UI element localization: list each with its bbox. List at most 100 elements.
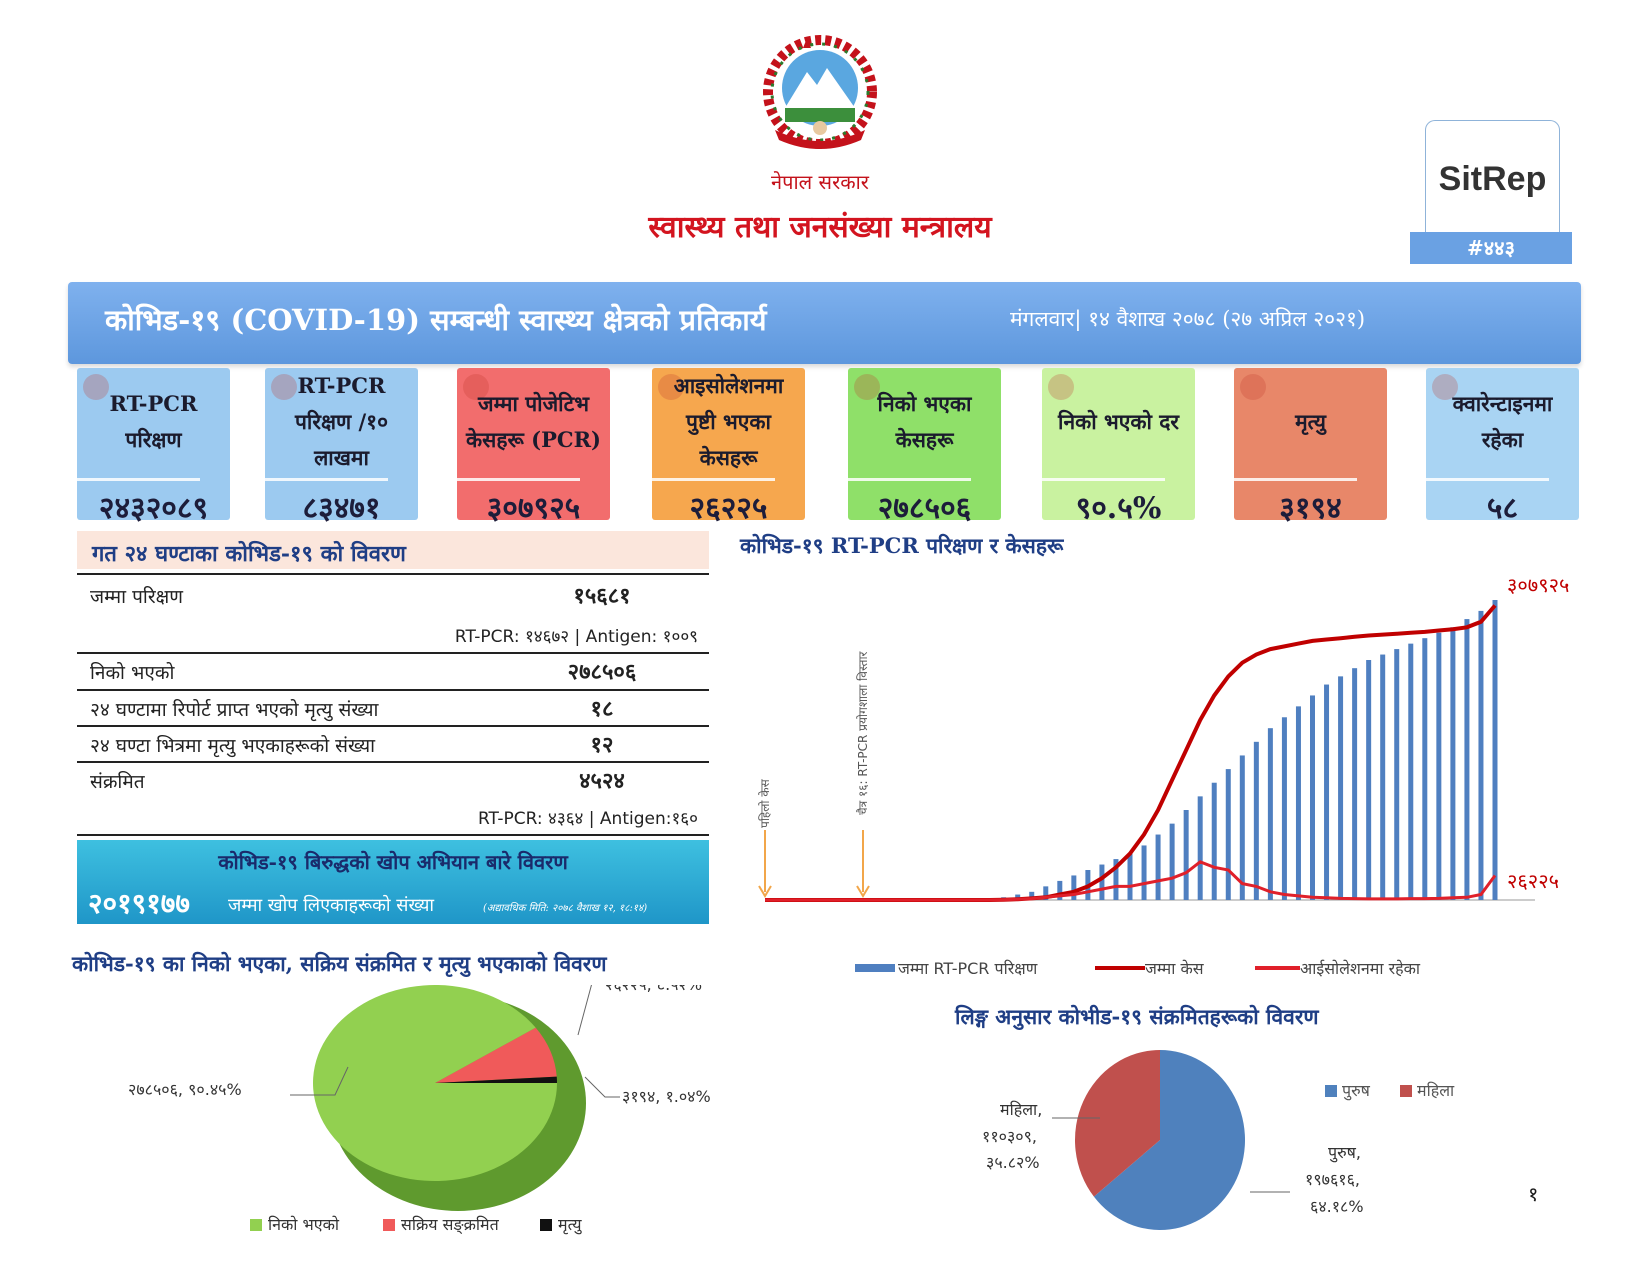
stat-card-label: क्वारेन्टाइनमा रहेका	[1452, 391, 1553, 452]
bar-tests	[1366, 660, 1372, 900]
pie-slice-recovered	[313, 985, 557, 1181]
virus-icon	[1240, 374, 1266, 400]
stat-card-label: आइसोलेशनमा पुष्टी भएका केसहरू	[673, 373, 784, 470]
stat-card-total-positive: जम्मा पोजेटिभ केसहरू (PCR) ३०७९२५	[457, 368, 610, 526]
legend-label-cases: जम्मा केस	[1145, 959, 1205, 978]
gender-label-male-value: १९७६१६,	[1305, 1170, 1360, 1189]
bar-tests	[1464, 619, 1470, 900]
stat-card-isolation: आइसोलेशनमा पुष्टी भएका केसहरू २६२२५	[652, 368, 805, 526]
stat-card-value: ९०.५%	[1075, 491, 1162, 526]
total-tests-label: जम्मा परिक्षण	[90, 586, 183, 608]
bar-tests	[1253, 741, 1259, 900]
gender-label-female-name: महिला,	[1000, 1100, 1042, 1119]
stat-card-value: ३१९४	[1279, 491, 1342, 526]
annotation-lab-expansion: चैत्र १६: RT-PCR प्रयोगशाला विस्तार	[856, 650, 870, 815]
pie-slice-female	[1075, 1050, 1160, 1197]
infected-breakdown: RT-PCR: ४३६४ | Antigen:१६०	[477, 809, 698, 829]
legend-swatch-tests	[855, 964, 895, 972]
bar-tests	[1183, 810, 1189, 900]
legend-swatch-recovered	[250, 1219, 262, 1231]
divider	[77, 573, 709, 575]
legend-label-deaths: मृत्यु	[558, 1215, 582, 1235]
bar-tests	[1324, 684, 1330, 900]
stat-card-label: जम्मा पोजेटिभ केसहरू (PCR)	[466, 391, 601, 452]
vaccine-panel	[77, 840, 709, 924]
stat-card-value: २७८५०६	[877, 491, 972, 526]
leader-line	[584, 1076, 620, 1098]
stat-card-value: २४३२०८९	[98, 491, 209, 526]
legend-swatch-deaths	[540, 1219, 552, 1231]
virus-icon	[83, 374, 109, 400]
virus-icon	[658, 374, 684, 400]
bar-tests	[1225, 769, 1231, 900]
sitrep-title: SitRep	[1438, 160, 1547, 198]
divider	[457, 478, 580, 481]
pie-slice-active	[435, 1027, 557, 1083]
outcome-pie-title: कोभिड-१९ का निको भएका, सक्रिय संक्रमित र…	[72, 951, 607, 976]
stat-card-value: ८३४७१	[302, 491, 381, 526]
bar-tests	[1310, 695, 1315, 900]
bar-tests	[1057, 880, 1063, 900]
bar-tests	[1099, 864, 1105, 900]
divider	[77, 761, 709, 763]
pie-slice-male	[1093, 1050, 1245, 1230]
ministry-name: स्वास्थ्य तथा जनसंख्या मन्त्रालय	[648, 210, 992, 245]
sitrep-number: #४४३	[1410, 232, 1572, 264]
bar-tests	[1338, 676, 1344, 900]
line-isolation	[765, 860, 1497, 902]
last24-title: गत २४ घण्टाका कोभिड-१९ को विवरण	[92, 541, 406, 567]
bar-tests	[1155, 834, 1161, 900]
last24-header	[77, 531, 709, 569]
total-tests-breakdown: RT-PCR: १४६७२ | Antigen: १००९	[454, 627, 698, 647]
bar-tests	[1043, 886, 1049, 900]
recovered-label: निको भएको	[90, 662, 175, 684]
bar-tests	[1352, 668, 1358, 900]
legend-swatch-female	[1400, 1085, 1412, 1097]
stat-card-value: २६२२५	[689, 491, 768, 526]
trend-bars	[1001, 600, 1498, 900]
stat-card-label: निको भएको दर	[1058, 409, 1179, 434]
divider	[1042, 478, 1165, 481]
divider	[1426, 478, 1549, 481]
stat-card-label: निको भएका केसहरू	[877, 391, 972, 452]
outcome-pie-chart: २७८५०६, ९०.४५% २६२२५, ८.५२% ३१९४, १.०४% …	[128, 985, 711, 1235]
gender-label-male-name: पुरुष,	[1328, 1143, 1361, 1163]
arrow-head-icon	[856, 885, 870, 898]
bar-tests	[1295, 706, 1301, 900]
vaccine-title: कोभिड-१९ बिरुद्धको खोप अभियान बारे विवरण	[218, 850, 568, 874]
divider	[652, 478, 775, 481]
deaths-reported-value: १८	[590, 696, 614, 722]
bar-tests	[1029, 891, 1035, 900]
pie-label-recovered: २७८५०६, ९०.४५%	[128, 1080, 242, 1099]
bar-tests	[1380, 654, 1386, 900]
bar-tests	[1211, 782, 1217, 900]
legend-label-female: महिला	[1417, 1081, 1455, 1100]
bar-tests	[1478, 610, 1484, 900]
deaths-within-value: १२	[590, 732, 614, 758]
trend-chart-title: कोभिड-१९ RT-PCR परिक्षण र केसहरू	[740, 533, 1064, 558]
bar-tests	[1408, 643, 1414, 900]
vaccine-count: २०१९१७७	[88, 887, 190, 920]
bar-tests	[1127, 853, 1133, 900]
stat-card-value: ३०७९२५	[486, 491, 581, 526]
deaths-reported-label: २४ घण्टामा रिपोर्ट प्राप्त भएको मृत्यु स…	[90, 699, 379, 721]
bar-tests	[1436, 632, 1442, 900]
bar-tests	[1239, 755, 1245, 900]
end-label-isolation: २६२२५	[1507, 869, 1559, 893]
virus-icon	[854, 374, 880, 400]
virus-icon	[463, 374, 489, 400]
bar-tests	[1394, 649, 1400, 900]
virus-icon	[1432, 374, 1458, 400]
total-tests-value: १५६८१	[573, 583, 631, 609]
divider	[848, 478, 971, 481]
divider	[1234, 478, 1357, 481]
stat-card-label: RT-PCR परिक्षण /१० लाखमा	[294, 373, 389, 470]
bar-tests	[1422, 638, 1428, 900]
page-number: १	[1528, 1182, 1539, 1206]
bar-tests	[1141, 845, 1147, 900]
gender-label-female-value: ११०३०९,	[982, 1127, 1037, 1146]
bar-tests	[1113, 859, 1119, 900]
divider	[265, 478, 388, 481]
stat-card-recovered: निको भएका केसहरू २७८५०६	[848, 368, 1001, 526]
line-total-cases	[765, 604, 1497, 902]
